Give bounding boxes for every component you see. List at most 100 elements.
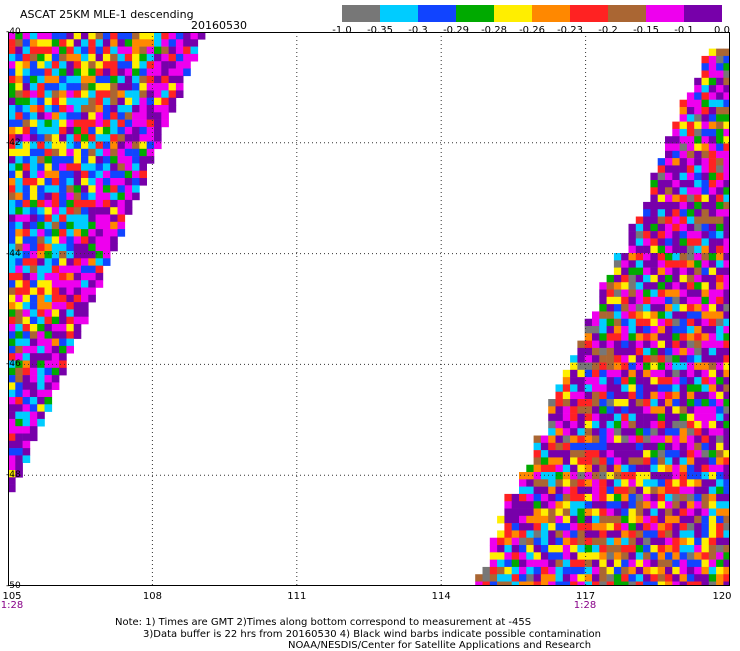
scatterometer-cell <box>519 545 527 553</box>
scatterometer-cell <box>679 493 688 502</box>
scatterometer-cell <box>708 457 717 466</box>
scatterometer-cell <box>643 201 651 210</box>
scatterometer-cell <box>59 331 67 339</box>
scatterometer-cell <box>51 287 60 296</box>
scatterometer-cell <box>66 221 74 230</box>
scatterometer-cell <box>708 267 717 276</box>
scatterometer-cell <box>95 280 104 288</box>
scatterometer-cell <box>650 486 658 495</box>
scatterometer-cell <box>22 207 31 215</box>
scatterometer-cell <box>44 97 53 106</box>
scatterometer-cell <box>679 180 688 188</box>
scatterometer-cell <box>15 156 23 164</box>
scatterometer-cell <box>613 581 622 586</box>
scatterometer-cell <box>679 253 688 261</box>
scatterometer-cell <box>29 75 38 84</box>
scatterometer-cell <box>146 68 155 77</box>
scatterometer-cell <box>628 545 637 553</box>
scatterometer-cell <box>526 515 534 524</box>
scatterometer-cell <box>88 75 96 84</box>
scatterometer-cell <box>635 311 644 320</box>
scatterometer-cell <box>723 530 730 539</box>
scatterometer-cell <box>548 574 556 582</box>
scatterometer-cell <box>124 32 133 40</box>
scatterometer-cell <box>117 185 126 193</box>
scatterometer-cell <box>37 367 45 376</box>
scatterometer-cell <box>22 134 31 142</box>
scatterometer-cell <box>132 46 140 55</box>
scatterometer-cell <box>657 267 666 276</box>
scatterometer-cell <box>540 530 549 539</box>
scatterometer-cell <box>497 515 505 524</box>
scatterometer-cell <box>533 493 542 502</box>
scatterometer-cell <box>88 294 96 303</box>
scatterometer-cell <box>482 581 491 586</box>
scatterometer-cell <box>716 508 724 517</box>
scatterometer-cell <box>650 333 658 341</box>
scatterometer-cell <box>628 581 637 586</box>
scatterometer-cell <box>44 207 53 215</box>
scatterometer-cell <box>701 486 710 495</box>
scatterometer-cell <box>701 223 710 232</box>
scatterometer-cell <box>519 508 527 517</box>
scatterometer-cell <box>643 326 651 334</box>
scatterometer-cell <box>716 216 724 225</box>
scatterometer-cell <box>29 258 38 266</box>
scatterometer-cell <box>701 333 710 341</box>
scatterometer-cell <box>81 75 89 84</box>
scatterometer-cell <box>723 552 730 560</box>
scatterometer-cell <box>584 384 593 393</box>
scatterometer-cell <box>511 559 520 568</box>
scatterometer-cell <box>37 236 45 244</box>
scatterometer-cell <box>613 501 622 509</box>
time-label-left: 1:28 <box>0 600 24 611</box>
scatterometer-cell <box>29 97 38 106</box>
scatterometer-cell <box>124 178 133 186</box>
scatterometer-cell <box>15 331 23 339</box>
scatterometer-cell <box>694 384 702 393</box>
scatterometer-cell <box>51 119 60 128</box>
lat-tick-label: -44 <box>6 248 21 259</box>
scatterometer-cell <box>8 207 16 215</box>
scatterometer-cell <box>548 545 556 553</box>
scatterometer-cell <box>555 508 564 517</box>
scatterometer-cell <box>665 260 673 268</box>
scatterometer-cell <box>22 90 31 98</box>
scatterometer-cell <box>15 126 23 135</box>
scatterometer-cell <box>8 90 16 98</box>
scatterometer-cell <box>95 68 104 77</box>
scatterometer-cell <box>592 552 600 560</box>
scatterometer-cell <box>628 362 637 371</box>
scatterometer-cell <box>59 148 67 157</box>
scatterometer-cell <box>88 221 96 230</box>
scatterometer-cell <box>548 406 556 414</box>
scatterometer-cell <box>73 61 82 69</box>
scatterometer-cell <box>621 406 629 414</box>
scatterometer-cell <box>628 223 637 232</box>
scatterometer-cell <box>701 508 710 517</box>
scatterometer-cell <box>95 236 104 244</box>
scatterometer-cell <box>577 574 585 582</box>
scatterometer-cell <box>613 304 622 312</box>
scatterometer-cell <box>679 420 688 429</box>
scatterometer-cell <box>570 581 578 586</box>
scatterometer-cell <box>59 316 67 325</box>
scatterometer-cell <box>29 367 38 376</box>
colorbar-segment <box>494 5 532 22</box>
scatterometer-cell <box>37 375 45 383</box>
scatterometer-cell <box>8 39 16 47</box>
scatterometer-cell <box>592 457 600 466</box>
colorbar-label: -0.35 <box>367 25 393 36</box>
scatterometer-cell <box>708 304 717 312</box>
scatterometer-cell <box>584 574 593 582</box>
scatterometer-cell <box>599 574 607 582</box>
scatterometer-cell <box>694 442 702 451</box>
scatterometer-cell <box>665 333 673 341</box>
scatterometer-cell <box>716 187 724 195</box>
scatterometer-cell <box>635 537 644 546</box>
scatterometer-cell <box>606 318 615 327</box>
scatterometer-cell <box>613 355 622 363</box>
scatterometer-cell <box>635 493 644 502</box>
scatterometer-cell <box>613 457 622 466</box>
scatterometer-cell <box>88 119 96 128</box>
